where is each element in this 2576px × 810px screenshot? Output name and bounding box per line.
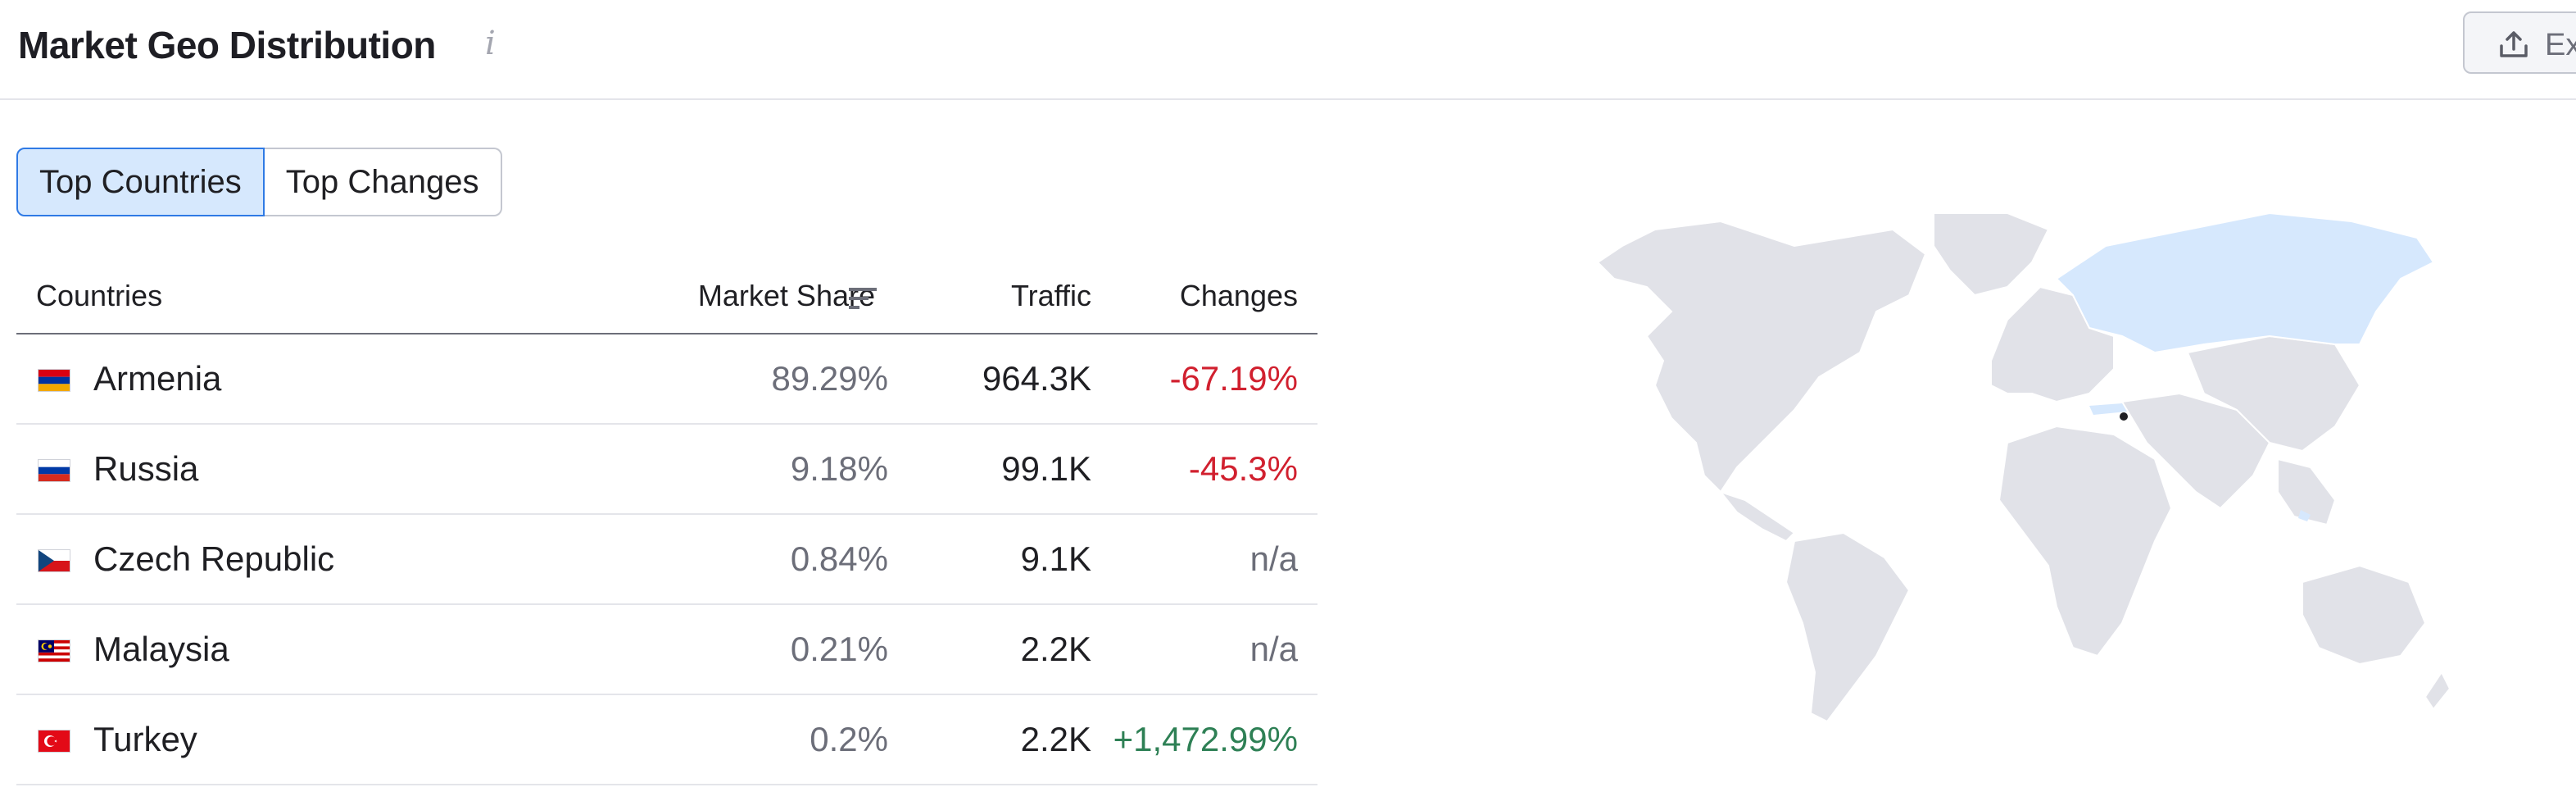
view-toggle: Top Countries Top Changes	[16, 148, 502, 216]
table-header: Countries Market Share Traffic Changes	[16, 262, 1317, 334]
column-header-countries[interactable]: Countries	[36, 279, 163, 312]
czech-republic-flag-icon	[38, 549, 70, 572]
country-name[interactable]: Turkey	[93, 720, 197, 758]
map-region-new-zealand[interactable]	[2424, 671, 2451, 711]
map-region-greenland[interactable]	[1933, 212, 2050, 297]
export-button[interactable]: Ex	[2463, 11, 2576, 74]
map-region-russia[interactable]	[2055, 212, 2435, 354]
table-row[interactable]: Czech Republic 0.84% 9.1K n/a	[16, 515, 1317, 605]
map-region-southeast-asia[interactable]	[2277, 457, 2337, 526]
table-row[interactable]: Armenia 89.29% 964.3K -67.19%	[16, 334, 1317, 425]
map-region-malaysia[interactable]	[2298, 510, 2311, 521]
country-name[interactable]: Armenia	[93, 359, 222, 398]
map-region-central-america[interactable]	[1718, 489, 1796, 543]
traffic-value: 99.1K	[1001, 449, 1091, 488]
sort-descending-icon[interactable]	[847, 285, 878, 312]
table-row[interactable]: Russia 9.18% 99.1K -45.3%	[16, 425, 1317, 515]
widget-header: Market Geo Distribution i Ex	[0, 0, 2576, 100]
map-region-south-america[interactable]	[1785, 531, 1911, 723]
map-region-north-america[interactable]	[1596, 220, 1927, 494]
change-value: n/a	[1249, 630, 1298, 668]
traffic-value: 964.3K	[982, 359, 1091, 398]
change-value: +1,472.99%	[1113, 720, 1298, 758]
malaysia-flag-icon	[38, 639, 70, 662]
market-share-value: 89.29%	[771, 359, 888, 398]
armenia-flag-icon	[38, 369, 70, 392]
market-share-value: 0.84%	[790, 539, 888, 578]
traffic-value: 9.1K	[1020, 539, 1091, 578]
map-region-armenia[interactable]	[2120, 412, 2128, 421]
map-region-australia[interactable]	[2302, 564, 2427, 666]
map-region-turkey[interactable]	[2089, 403, 2127, 415]
change-value: n/a	[1249, 539, 1298, 578]
map-region-south-asia[interactable]	[2120, 392, 2271, 510]
turkey-flag-icon	[38, 730, 70, 753]
tab-top-changes[interactable]: Top Changes	[264, 148, 502, 216]
upload-icon	[2500, 31, 2528, 57]
market-share-value: 0.21%	[790, 630, 888, 668]
russia-flag-icon	[38, 459, 70, 482]
market-share-value: 9.18%	[790, 449, 888, 488]
export-label: Ex	[2545, 28, 2576, 62]
countries-table: Countries Market Share Traffic Changes A…	[16, 262, 1317, 785]
table-row[interactable]: Turkey 0.2% 2.2K +1,472.99%	[16, 695, 1317, 785]
world-map[interactable]	[1549, 197, 2458, 738]
country-name[interactable]: Russia	[93, 449, 199, 488]
widget-title: Market Geo Distribution	[18, 24, 436, 66]
column-header-changes[interactable]: Changes	[1179, 279, 1298, 312]
table-row[interactable]: Malaysia 0.21% 2.2K n/a	[16, 605, 1317, 695]
change-value: -67.19%	[1169, 359, 1298, 398]
traffic-value: 2.2K	[1020, 630, 1091, 668]
change-value: -45.3%	[1188, 449, 1298, 488]
info-icon[interactable]: i	[485, 25, 496, 62]
column-header-traffic[interactable]: Traffic	[1010, 279, 1091, 312]
market-share-value: 0.2%	[810, 720, 888, 758]
traffic-value: 2.2K	[1020, 720, 1091, 758]
tab-top-countries[interactable]: Top Countries	[16, 148, 265, 216]
country-name[interactable]: Czech Republic	[93, 539, 335, 578]
map-region-africa[interactable]	[1998, 425, 2173, 658]
country-name[interactable]: Malaysia	[93, 630, 229, 668]
column-header-market-share[interactable]: Market Share	[697, 279, 875, 312]
